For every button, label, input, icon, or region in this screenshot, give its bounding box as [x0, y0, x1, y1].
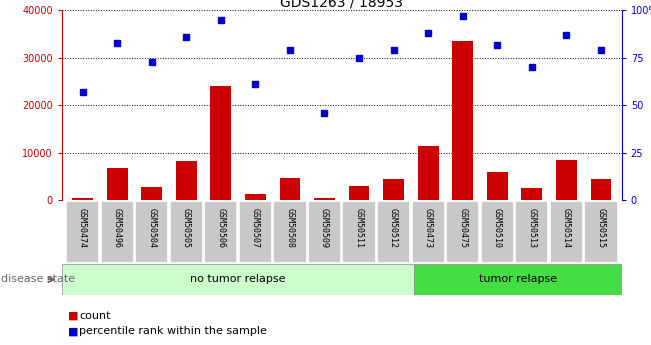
Text: GSM50512: GSM50512 [389, 208, 398, 248]
Bar [556, 160, 577, 200]
Text: disease state: disease state [1, 275, 76, 284]
Bar [414, 264, 622, 295]
Text: GSM50508: GSM50508 [285, 208, 294, 248]
Text: GSM50515: GSM50515 [596, 208, 605, 248]
Bar [66, 201, 99, 263]
Bar [521, 188, 542, 200]
Bar [411, 201, 445, 263]
Bar [72, 198, 93, 200]
Text: GSM50505: GSM50505 [182, 208, 191, 248]
Bar [418, 146, 439, 200]
Text: GSM50507: GSM50507 [251, 208, 260, 248]
Bar [314, 198, 335, 200]
Text: GSM50506: GSM50506 [216, 208, 225, 248]
Bar [383, 179, 404, 200]
Bar [377, 201, 410, 263]
Text: ■: ■ [68, 311, 79, 321]
Text: GSM50504: GSM50504 [147, 208, 156, 248]
Bar [446, 201, 479, 263]
Bar [141, 187, 162, 200]
Bar [176, 161, 197, 200]
Bar [480, 201, 514, 263]
Bar [135, 201, 169, 263]
Bar [107, 168, 128, 200]
Bar [342, 201, 376, 263]
Bar [245, 195, 266, 200]
Bar [590, 179, 611, 200]
Bar [204, 201, 238, 263]
Text: GSM50513: GSM50513 [527, 208, 536, 248]
Bar [279, 178, 300, 200]
Text: GSM50511: GSM50511 [355, 208, 363, 248]
Bar [487, 171, 508, 200]
Bar [349, 186, 369, 200]
Text: no tumor relapse: no tumor relapse [190, 275, 286, 284]
Text: GSM50474: GSM50474 [78, 208, 87, 248]
Bar [273, 201, 307, 263]
Text: count: count [79, 311, 111, 321]
Text: ■: ■ [68, 326, 79, 336]
Text: GSM50475: GSM50475 [458, 208, 467, 248]
Bar [452, 41, 473, 200]
Text: GSM50514: GSM50514 [562, 208, 571, 248]
Bar [62, 264, 414, 295]
Text: tumor relapse: tumor relapse [479, 275, 557, 284]
Text: percentile rank within the sample: percentile rank within the sample [79, 326, 268, 336]
Bar [550, 201, 583, 263]
Bar [100, 201, 133, 263]
Bar [239, 201, 272, 263]
Bar [515, 201, 548, 263]
Bar [585, 201, 618, 263]
Bar [210, 86, 231, 200]
Text: GSM50473: GSM50473 [424, 208, 433, 248]
Text: GSM50509: GSM50509 [320, 208, 329, 248]
Bar [308, 201, 341, 263]
Bar [170, 201, 203, 263]
Text: GSM50496: GSM50496 [113, 208, 122, 248]
Text: GSM50510: GSM50510 [493, 208, 502, 248]
Title: GDS1263 / 18953: GDS1263 / 18953 [281, 0, 403, 9]
